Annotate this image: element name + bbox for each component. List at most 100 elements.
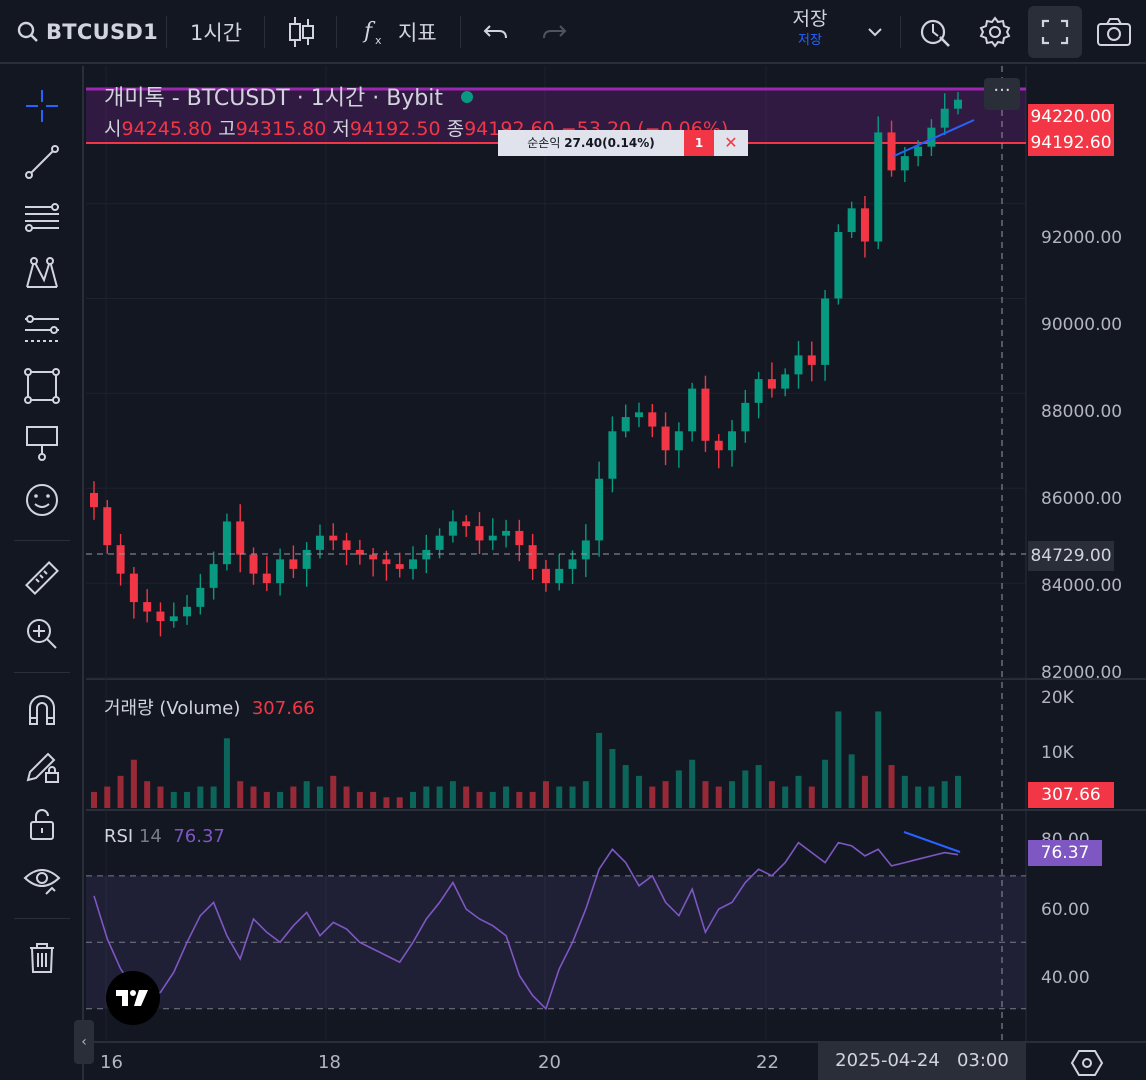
pattern-tool[interactable] xyxy=(18,250,66,298)
undo-button[interactable] xyxy=(482,0,510,64)
candle-body xyxy=(488,535,497,541)
candle-body xyxy=(834,232,843,299)
scale-settings-button[interactable] xyxy=(1070,1048,1104,1078)
volume-bar xyxy=(343,786,350,808)
trendline-tool[interactable] xyxy=(18,138,66,186)
remove-drawings-tool[interactable] xyxy=(18,934,66,982)
shape-tool[interactable] xyxy=(18,362,66,410)
interval-button[interactable]: 1시간 xyxy=(190,21,243,45)
settings-button[interactable] xyxy=(978,0,1012,64)
volume-bar xyxy=(742,770,749,808)
candle-body xyxy=(807,355,816,365)
volume-bar xyxy=(875,711,882,808)
candle-body xyxy=(515,530,524,546)
volume-axis-label: 10K xyxy=(1041,743,1074,763)
search-icon xyxy=(17,21,38,42)
candle-body xyxy=(954,99,962,109)
candles-icon xyxy=(289,17,314,47)
forecast-tool[interactable] xyxy=(18,306,66,354)
candle-body xyxy=(568,559,577,569)
hide-drawings-tool[interactable] xyxy=(18,856,66,904)
symbol-search-button[interactable]: BTCUSD1 xyxy=(16,0,158,64)
collapse-toolbar-button[interactable]: ‹ xyxy=(74,1020,94,1064)
volume-bar xyxy=(582,781,589,808)
time-axis-label: 16 xyxy=(100,1052,123,1073)
candle-body xyxy=(156,611,165,622)
candle-body xyxy=(90,492,98,508)
lock-all-drawings-tool[interactable] xyxy=(18,800,66,848)
chart-canvas[interactable] xyxy=(86,66,1146,1080)
candle-body xyxy=(900,156,909,171)
indicators-label: 지표 xyxy=(398,21,437,45)
crosshair-tool[interactable] xyxy=(18,82,66,130)
candle-body xyxy=(781,374,790,389)
volume-axis-label: 20K xyxy=(1041,688,1074,708)
high-value: 94315.80 xyxy=(235,118,327,140)
volume-bar xyxy=(516,791,523,808)
low-value: 94192.50 xyxy=(349,118,441,140)
crosshair-price-tag: 84729.00 xyxy=(1028,541,1114,571)
open-label: 시 xyxy=(104,118,122,140)
lock-drawing-mode-tool[interactable] xyxy=(18,742,66,790)
volume-bar xyxy=(410,791,417,808)
magnet-tool[interactable] xyxy=(18,686,66,734)
candle-body xyxy=(196,587,205,607)
candle-body xyxy=(355,549,364,555)
tradingview-logo[interactable] xyxy=(106,971,160,1025)
candle-body xyxy=(262,573,271,584)
toolbar-divider xyxy=(336,16,337,48)
market-status-dot[interactable] xyxy=(461,91,474,103)
save-button[interactable]: 저장 저장 xyxy=(770,6,850,58)
price-axis-label: 88000.00 xyxy=(1041,402,1123,422)
candle-body xyxy=(914,146,923,157)
candle-body xyxy=(129,573,138,603)
volume-bar xyxy=(822,759,829,808)
volume-bar xyxy=(197,786,204,808)
candle-body xyxy=(209,564,218,588)
svg-text:x: x xyxy=(375,34,382,47)
crosshair-time-tag: 2025-04-24 03:00 xyxy=(818,1042,1026,1080)
volume-bar xyxy=(861,775,868,808)
toolbar-divider xyxy=(166,16,167,48)
icon-tool[interactable] xyxy=(18,476,66,524)
rsi-length: 14 xyxy=(138,826,162,847)
ruler-icon xyxy=(25,561,59,595)
more-options-button[interactable]: ··· xyxy=(984,78,1020,110)
trash-icon xyxy=(30,943,54,973)
candle-body xyxy=(369,554,378,560)
candle-body xyxy=(661,426,670,451)
fullscreen-button[interactable] xyxy=(1028,6,1082,58)
candle-body xyxy=(887,132,896,171)
volume-bar xyxy=(396,797,403,808)
chart-area[interactable]: 개미톡 - BTCUSDT · 1시간 · Bybit 시94245.80 고9… xyxy=(74,66,1146,1080)
alert-button[interactable] xyxy=(918,0,952,64)
annotation-tool[interactable] xyxy=(18,418,66,466)
fib-tool[interactable] xyxy=(18,194,66,242)
chart-type-button[interactable] xyxy=(286,0,316,64)
high-label: 고 xyxy=(218,118,236,140)
position-label[interactable]: 순손익 27.40(0.14%) 1 ✕ xyxy=(498,130,748,156)
candle-body xyxy=(448,521,457,536)
smiley-icon xyxy=(26,484,58,516)
open-value: 94245.80 xyxy=(121,118,213,140)
zoom-in-tool[interactable] xyxy=(18,610,66,658)
candle-body xyxy=(940,108,949,128)
redo-button[interactable] xyxy=(540,0,568,64)
rsi-value: 76.37 xyxy=(173,826,225,847)
candle-body xyxy=(276,559,285,584)
save-menu-button[interactable] xyxy=(866,0,884,64)
measure-tool[interactable] xyxy=(18,554,66,602)
snapshot-button[interactable] xyxy=(1096,0,1132,64)
candle-body xyxy=(475,526,484,541)
candle-body xyxy=(821,298,830,365)
volume-bar xyxy=(423,786,430,808)
undo-icon xyxy=(483,25,507,39)
rsi-trendline xyxy=(903,831,961,853)
price-axis-label: 84000.00 xyxy=(1041,576,1123,596)
close-position-button[interactable]: ✕ xyxy=(714,130,748,156)
rsi-tag: 76.37 xyxy=(1028,840,1102,866)
volume-bar xyxy=(370,791,377,808)
chart-legend-title: 개미톡 - BTCUSDT · 1시간 · Bybit xyxy=(104,80,474,112)
volume-bar xyxy=(330,775,337,808)
